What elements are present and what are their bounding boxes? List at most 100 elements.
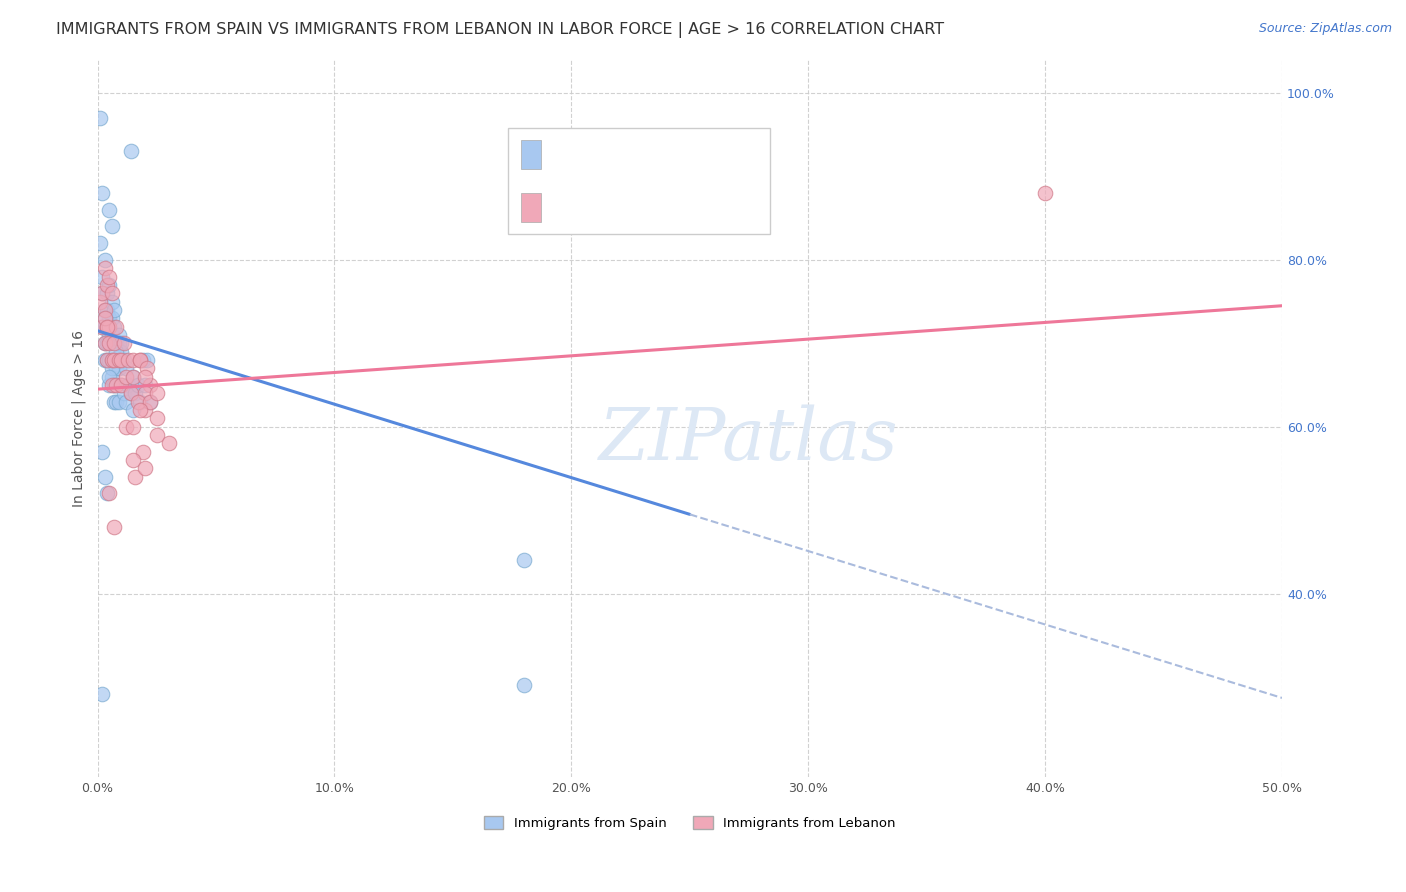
- Point: [122, 419, 145, 434]
- Point: [120, 386, 142, 401]
- Point: [96, 319, 118, 334]
- Text: -0.330: -0.330: [589, 147, 643, 161]
- Point: [103, 302, 125, 317]
- Point: [108, 336, 131, 351]
- Point: [108, 353, 131, 368]
- Point: [117, 378, 139, 392]
- Point: [115, 394, 138, 409]
- Point: [91, 286, 114, 301]
- Point: [91, 687, 114, 701]
- Point: [105, 336, 128, 351]
- Point: [120, 145, 142, 159]
- Point: [110, 353, 132, 368]
- Text: 70: 70: [673, 147, 695, 161]
- Point: [91, 186, 114, 200]
- Point: [98, 353, 121, 368]
- Point: [96, 319, 118, 334]
- Point: [96, 286, 118, 301]
- Point: [93, 311, 115, 326]
- Point: [100, 369, 122, 384]
- Point: [124, 386, 146, 401]
- Point: [134, 378, 156, 392]
- Point: [138, 394, 160, 409]
- Point: [122, 453, 145, 467]
- Point: [100, 219, 122, 234]
- Point: [96, 336, 118, 351]
- Point: [105, 361, 128, 376]
- Point: [100, 353, 122, 368]
- Point: [110, 378, 132, 392]
- Point: [136, 353, 159, 368]
- Point: [110, 344, 132, 359]
- Point: [93, 353, 115, 368]
- Point: [108, 361, 131, 376]
- Point: [513, 553, 536, 567]
- Text: R =: R =: [550, 200, 588, 215]
- Point: [93, 319, 115, 334]
- Point: [103, 353, 125, 368]
- Point: [93, 252, 115, 267]
- Point: [134, 461, 156, 475]
- Point: [98, 311, 121, 326]
- Text: ZIPatlas: ZIPatlas: [599, 405, 898, 475]
- Point: [146, 386, 169, 401]
- Point: [89, 294, 111, 309]
- Point: [112, 353, 135, 368]
- Text: Source: ZipAtlas.com: Source: ZipAtlas.com: [1258, 22, 1392, 36]
- Point: [120, 386, 142, 401]
- Point: [98, 328, 121, 343]
- Point: [100, 378, 122, 392]
- Point: [105, 344, 128, 359]
- Point: [98, 369, 121, 384]
- Point: [93, 311, 115, 326]
- Point: [134, 386, 156, 401]
- Point: [138, 378, 160, 392]
- Point: [93, 261, 115, 276]
- Point: [93, 302, 115, 317]
- Point: [103, 353, 125, 368]
- Point: [122, 353, 145, 368]
- Point: [157, 436, 180, 450]
- Point: [129, 394, 152, 409]
- Point: [100, 353, 122, 368]
- Point: [103, 520, 125, 534]
- Point: [91, 269, 114, 284]
- Point: [129, 353, 152, 368]
- Point: [100, 286, 122, 301]
- Point: [115, 369, 138, 384]
- Point: [1033, 186, 1056, 200]
- Point: [129, 403, 152, 417]
- Point: [91, 319, 114, 334]
- Point: [98, 202, 121, 217]
- Point: [108, 394, 131, 409]
- Point: [105, 378, 128, 392]
- Point: [98, 277, 121, 292]
- Point: [105, 319, 128, 334]
- Text: N =: N =: [638, 200, 682, 215]
- Point: [134, 403, 156, 417]
- Point: [98, 269, 121, 284]
- Point: [103, 319, 125, 334]
- Point: [122, 403, 145, 417]
- Point: [112, 336, 135, 351]
- Point: [93, 336, 115, 351]
- Point: [117, 353, 139, 368]
- Text: 53: 53: [673, 200, 695, 215]
- Point: [138, 394, 160, 409]
- Point: [110, 336, 132, 351]
- Point: [100, 361, 122, 376]
- Point: [96, 277, 118, 292]
- Point: [91, 319, 114, 334]
- Point: [93, 302, 115, 317]
- Point: [91, 286, 114, 301]
- Point: [122, 369, 145, 384]
- Point: [131, 444, 153, 458]
- Point: [96, 302, 118, 317]
- Point: [110, 378, 132, 392]
- Point: [91, 444, 114, 458]
- Point: [103, 378, 125, 392]
- Point: [93, 336, 115, 351]
- Point: [115, 361, 138, 376]
- Point: [103, 394, 125, 409]
- Y-axis label: In Labor Force | Age > 16: In Labor Force | Age > 16: [72, 330, 86, 507]
